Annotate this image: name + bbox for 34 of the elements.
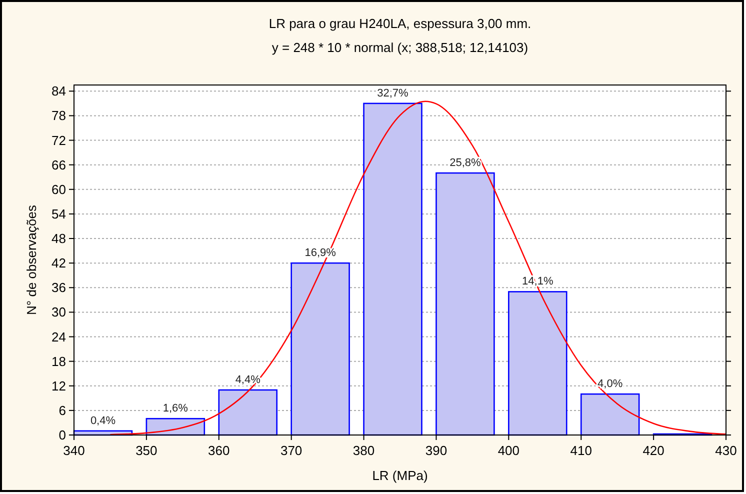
y-tick-label: 42 [52, 256, 66, 271]
y-tick-label: 60 [52, 182, 66, 197]
x-axis-title: LR (MPa) [372, 468, 428, 483]
chart-subtitle: y = 248 * 10 * normal (x; 388,518; 12,14103) [272, 40, 528, 55]
y-tick-label: 36 [52, 280, 66, 296]
x-tick-label: 410 [570, 443, 592, 458]
x-tick-label: 340 [63, 443, 85, 458]
annotation: 0,4% [90, 414, 116, 427]
y-axis-title: N° de observações [24, 204, 39, 315]
y-tick-label: 6 [58, 402, 66, 418]
x-tick-label: 430 [715, 443, 737, 458]
y-tick-label: 78 [52, 108, 66, 124]
y-tick-label: 54 [52, 206, 66, 222]
y-tick-label: 66 [52, 157, 66, 172]
x-tick-label: 380 [352, 443, 375, 458]
y-tick-label: 84 [52, 84, 66, 99]
y-tick-label: 24 [52, 329, 66, 344]
x-tick-label: 370 [280, 443, 302, 458]
chart-title: LR para o grau H240LA, espessura 3,00 mm. [268, 16, 532, 31]
x-tick-label: 420 [642, 443, 664, 458]
x-tick-label: 350 [136, 443, 158, 458]
annotation: 25,8% [450, 157, 482, 170]
x-tick-label: 400 [498, 443, 520, 458]
annotation: 1,6% [162, 402, 188, 415]
y-tick-label: 72 [52, 132, 66, 148]
x-tick-label: 390 [425, 443, 448, 458]
x-tick-label: 360 [208, 443, 230, 458]
annotation: 32,7% [377, 87, 409, 100]
y-tick-label: 0 [58, 428, 66, 442]
y-tick-label: 18 [52, 354, 66, 369]
annotation: 4,0% [598, 378, 623, 390]
y-tick-label: 12 [52, 378, 66, 394]
y-tick-label: 48 [52, 231, 66, 246]
y-tick-label: 30 [52, 304, 66, 320]
